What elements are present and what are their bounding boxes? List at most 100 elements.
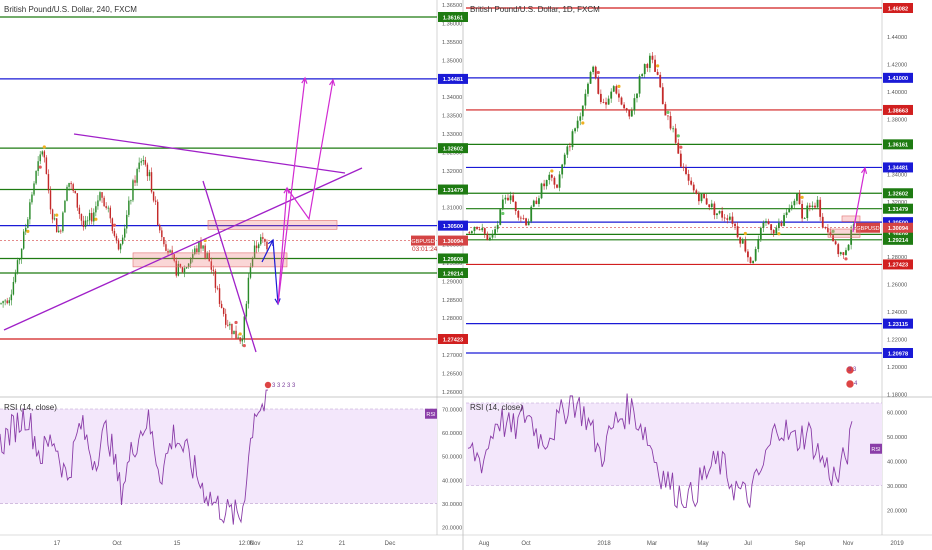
left-blue-arrow-down[interactable]	[272, 239, 279, 305]
right-candle[interactable]	[540, 183, 543, 199]
left-candle[interactable]	[121, 237, 124, 244]
right-candle[interactable]	[566, 146, 569, 155]
right-candle[interactable]	[597, 78, 600, 94]
left-candle[interactable]	[132, 180, 134, 201]
right-candle[interactable]	[747, 251, 749, 258]
right-candle[interactable]	[607, 98, 610, 105]
left-candle[interactable]	[27, 219, 29, 228]
right-candle[interactable]	[576, 120, 579, 129]
left-candle[interactable]	[181, 267, 184, 273]
left-candle[interactable]	[6, 300, 8, 304]
right-candle[interactable]	[718, 210, 721, 214]
left-candle[interactable]	[212, 269, 215, 271]
left-candle[interactable]	[95, 206, 97, 213]
left-candle[interactable]	[115, 235, 118, 241]
right-candle[interactable]	[545, 180, 548, 187]
right-candle[interactable]	[845, 250, 847, 255]
right-candle[interactable]	[538, 198, 540, 204]
right-candle[interactable]	[757, 239, 760, 250]
right-candle[interactable]	[654, 59, 656, 72]
right-candle[interactable]	[530, 206, 533, 222]
right-candle[interactable]	[636, 93, 638, 99]
right-candle[interactable]	[610, 91, 613, 99]
right-candle[interactable]	[638, 76, 641, 94]
left-candle[interactable]	[169, 250, 171, 253]
right-support-zone[interactable]	[827, 228, 861, 238]
right-candle[interactable]	[677, 142, 680, 154]
left-candle[interactable]	[10, 294, 13, 301]
left-candle[interactable]	[161, 230, 163, 238]
left-candle[interactable]	[146, 164, 149, 177]
left-candle[interactable]	[62, 212, 64, 232]
left-candle[interactable]	[249, 266, 252, 278]
left-rsi-line[interactable]	[0, 389, 268, 525]
right-candle[interactable]	[476, 226, 478, 230]
left-candle[interactable]	[2, 301, 4, 304]
left-candle[interactable]	[109, 207, 112, 219]
left-candle[interactable]	[8, 300, 10, 304]
left-candle[interactable]	[53, 218, 56, 220]
left-candle[interactable]	[239, 337, 241, 342]
left-upper-trendline[interactable]	[73, 133, 346, 174]
left-candle[interactable]	[148, 172, 151, 177]
left-candle[interactable]	[179, 263, 182, 268]
left-candle[interactable]	[218, 288, 221, 304]
right-candle[interactable]	[579, 116, 582, 121]
left-candle[interactable]	[177, 263, 180, 276]
left-candle[interactable]	[187, 263, 190, 267]
right-candle[interactable]	[837, 244, 840, 255]
right-candle[interactable]	[814, 205, 816, 208]
left-candle[interactable]	[262, 237, 264, 239]
right-candle[interactable]	[615, 86, 618, 94]
left-candle[interactable]	[128, 200, 130, 215]
right-candle[interactable]	[561, 164, 564, 175]
left-candle[interactable]	[49, 190, 52, 210]
left-candle[interactable]	[47, 174, 50, 191]
left-candle[interactable]	[134, 180, 136, 183]
left-candle[interactable]	[247, 277, 250, 304]
left-candle[interactable]	[150, 172, 153, 192]
right-candle[interactable]	[548, 174, 551, 181]
right-candle[interactable]	[620, 97, 623, 105]
left-candle[interactable]	[167, 250, 169, 253]
left-candle[interactable]	[124, 228, 126, 238]
right-candle[interactable]	[759, 227, 762, 240]
right-candle[interactable]	[519, 217, 522, 219]
right-candle[interactable]	[574, 128, 576, 132]
right-candle[interactable]	[749, 257, 752, 264]
right-candle[interactable]	[489, 237, 491, 241]
right-candle[interactable]	[468, 232, 471, 234]
left-candle[interactable]	[173, 254, 175, 261]
right-candle[interactable]	[589, 71, 592, 84]
right-candle[interactable]	[522, 218, 525, 220]
left-candle[interactable]	[33, 183, 35, 195]
right-candle[interactable]	[602, 102, 605, 103]
right-candle[interactable]	[509, 195, 512, 201]
right-candle[interactable]	[646, 64, 649, 68]
right-candle[interactable]	[664, 104, 667, 116]
right-candle[interactable]	[512, 195, 515, 202]
right-candle[interactable]	[770, 224, 773, 231]
right-candle[interactable]	[752, 260, 754, 264]
right-candle[interactable]	[700, 194, 703, 202]
left-candle[interactable]	[231, 323, 233, 335]
left-candle[interactable]	[206, 252, 208, 259]
left-candle[interactable]	[130, 200, 132, 202]
right-event-marker-4[interactable]: 4	[854, 381, 858, 387]
left-candle[interactable]	[113, 230, 116, 236]
left-candle[interactable]	[202, 245, 204, 249]
left-candle[interactable]	[200, 241, 202, 249]
right-candle[interactable]	[695, 190, 698, 194]
left-candle[interactable]	[214, 270, 217, 288]
left-candle[interactable]	[216, 287, 219, 289]
left-candle[interactable]	[142, 160, 144, 162]
left-candle[interactable]	[55, 218, 58, 233]
left-event-badge-icon[interactable]	[264, 381, 272, 389]
left-rsi-pane[interactable]	[0, 389, 437, 525]
left-candle[interactable]	[20, 248, 23, 259]
left-candle[interactable]	[37, 161, 39, 171]
left-candle[interactable]	[4, 300, 6, 302]
right-candle[interactable]	[721, 210, 724, 218]
left-candle[interactable]	[140, 161, 142, 163]
right-candle[interactable]	[605, 102, 607, 105]
